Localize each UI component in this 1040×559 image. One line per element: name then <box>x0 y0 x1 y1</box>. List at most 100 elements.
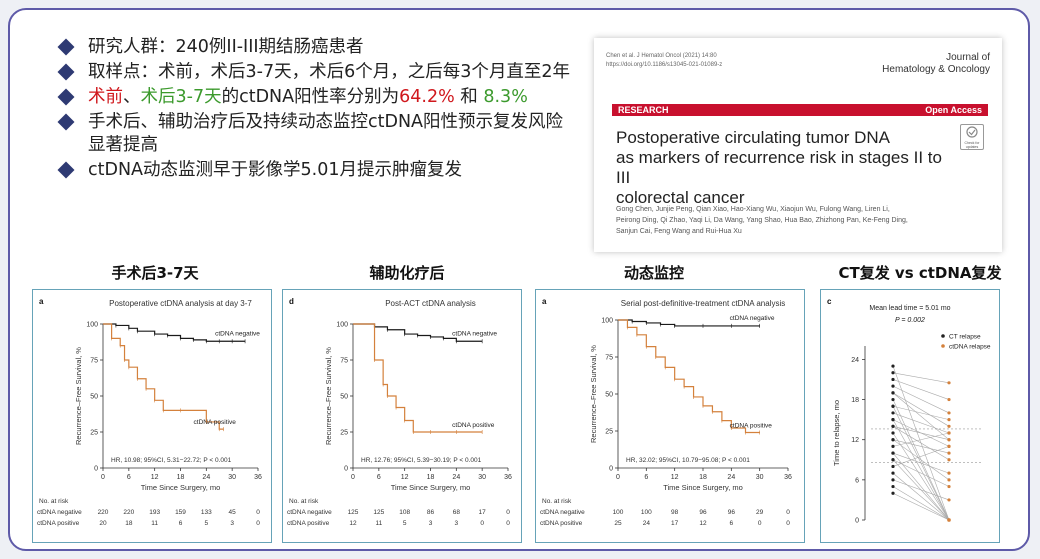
chart-title: Post-ACT ctDNA analysis <box>385 299 476 308</box>
km-curve-positive <box>618 319 760 434</box>
risk-count: 12 <box>349 520 357 527</box>
check-updates-icon: Check for updates <box>960 124 984 150</box>
x-tick-label: 36 <box>504 474 512 481</box>
y-tick-label: 100 <box>336 322 348 329</box>
bullet-text: 取样点：术前，术后3-7天，术后6个月，之后每3个月直至2年 <box>88 62 570 82</box>
risk-count: 0 <box>758 520 762 527</box>
x-tick-label: 30 <box>478 474 486 481</box>
risk-count: 108 <box>399 509 410 516</box>
x-tick-label: 30 <box>228 474 236 481</box>
y-tick-label: 0 <box>344 466 348 473</box>
risk-header: No. at risk <box>289 498 319 505</box>
risk-count: 0 <box>506 509 510 516</box>
x-tick-label: 24 <box>202 474 210 481</box>
ct-relapse-point <box>891 478 895 482</box>
km-curve-positive <box>353 323 483 433</box>
risk-count: 0 <box>786 509 790 516</box>
pair-connector <box>892 439 950 481</box>
risk-row-label: ctDNA positive <box>37 520 80 527</box>
slide: 研究人群：240例II-III期结肠癌患者取样点：术前，术后3-7天，术后6个月… <box>8 8 1030 551</box>
ctdna-relapse-point <box>947 431 951 435</box>
risk-count: 68 <box>453 509 461 516</box>
series-label: ctDNA positive <box>452 422 495 429</box>
y-tick-label: 50 <box>605 392 613 399</box>
bullet-text: 手术后、辅助治疗后及持续动态监控ctDNA阳性预示复发风险显著提高 <box>88 112 564 155</box>
paper-authors: Gong Chen, Junjie Peng, Qian Xiao, Hao-X… <box>616 204 986 237</box>
pair-connector <box>892 432 950 521</box>
km-curve-positive <box>103 323 224 430</box>
x-axis-label: Time Since Surgery, mo <box>391 483 471 492</box>
y-tick-label: 100 <box>86 322 98 329</box>
bullet-item: 术前、术后3-7天的ctDNA阳性率分别为64.2% 和 8.3% <box>57 86 578 109</box>
ctdna-relapse-point <box>947 498 951 502</box>
pair-connector <box>892 392 950 440</box>
x-tick-label: 0 <box>101 474 105 481</box>
y-tick-label: 18 <box>851 397 859 404</box>
ct-relapse-point <box>891 404 895 408</box>
km-panel-postop: a Postoperative ctDNA analysis at day 3-7… <box>32 289 272 543</box>
legend-ct-label: CT relapse <box>949 334 981 341</box>
risk-count: 86 <box>427 509 435 516</box>
authors-line-2: Peirong Ding, Qi Zhao, Yaqi Li, Da Wang,… <box>616 217 908 224</box>
y-tick-label: 0 <box>855 518 859 525</box>
bullet-item: 研究人群：240例II-III期结肠癌患者 <box>57 36 578 59</box>
authors-line-1: Gong Chen, Junjie Peng, Qian Xiao, Hao-X… <box>616 206 890 213</box>
x-tick-label: 36 <box>254 474 262 481</box>
y-tick-label: 0 <box>609 466 613 473</box>
doi-line: https://doi.org/10.1186/s13045-021-01089… <box>606 62 723 68</box>
paper-header-card: Chen et al. J Hematol Oncol (2021) 14:80… <box>594 38 1002 252</box>
x-tick-label: 6 <box>377 474 381 481</box>
y-tick-label: 25 <box>90 430 98 437</box>
risk-count: 29 <box>756 509 764 516</box>
ct-relapse-point <box>891 397 895 402</box>
heading-serial: 动态监控 <box>623 264 684 282</box>
pair-connector <box>892 446 950 467</box>
x-tick-label: 12 <box>671 474 679 481</box>
x-tick-label: 6 <box>127 474 131 481</box>
x-tick-label: 12 <box>151 474 159 481</box>
x-tick-label: 18 <box>177 474 185 481</box>
risk-count: 17 <box>479 509 487 516</box>
ctdna-relapse-point <box>947 444 951 448</box>
risk-count: 100 <box>641 509 652 516</box>
ctdna-relapse-point <box>947 397 951 402</box>
bullet-item: ctDNA动态监测早于影像学5.01月提示肿瘤复发 <box>57 159 578 182</box>
risk-count: 220 <box>123 509 134 516</box>
x-axis-label: Time Since Surgery, mo <box>141 483 221 492</box>
pair-connector <box>892 372 950 384</box>
diamond-bullet-icon <box>57 113 75 131</box>
diamond-bullet-icon <box>57 38 75 56</box>
pair-connector <box>892 492 950 521</box>
risk-count: 45 <box>229 509 237 516</box>
heading-post-act: 辅助化疗后 <box>369 264 445 282</box>
title-line-3: colorectal cancer <box>616 188 745 207</box>
pair-connector <box>892 432 950 447</box>
lead-time-panel: c Mean lead time = 5.01 mo P = 0.002 0 6 12 18… <box>820 289 1000 543</box>
ct-relapse-point <box>891 424 895 428</box>
risk-count: 18 <box>125 520 133 527</box>
risk-count: 0 <box>256 509 260 516</box>
citation-line: Chen et al. J Hematol Oncol (2021) 14:80 <box>606 53 717 59</box>
x-tick-label: 18 <box>427 474 435 481</box>
risk-count: 11 <box>375 520 382 527</box>
ct-relapse-point <box>891 471 895 475</box>
ct-relapse-point <box>891 464 895 469</box>
pair-connector <box>892 426 950 440</box>
km-chart-postop: a Postoperative ctDNA analysis at day 3-7… <box>37 297 262 527</box>
panel-letter: d <box>289 297 294 306</box>
pair-connector <box>892 486 950 521</box>
journal-name: Journal of Hematology & Oncology <box>882 52 990 76</box>
y-axis-label: Recurrence–Free Survival, % <box>589 345 598 443</box>
y-axis-label: Recurrence–Free Survival, % <box>74 347 83 445</box>
risk-count: 17 <box>671 520 679 527</box>
ctdna-relapse-point <box>947 484 951 489</box>
bullet-list: 研究人群：240例II-III期结肠癌患者取样点：术前，术后3-7天，术后6个月… <box>57 36 578 184</box>
legend-ctdna-label: ctDNA relapse <box>949 344 991 351</box>
pair-connector <box>892 405 950 420</box>
heading-ct-vs-ctdna: CT复发 vs ctDNA复发 <box>838 264 1002 282</box>
bullet-text: 术前 <box>88 87 123 107</box>
journal-line-2: Hematology & Oncology <box>882 64 990 75</box>
bullet-text: 64.2% <box>399 87 455 107</box>
y-tick-label: 24 <box>851 357 859 364</box>
ctdna-relapse-point <box>947 458 951 462</box>
